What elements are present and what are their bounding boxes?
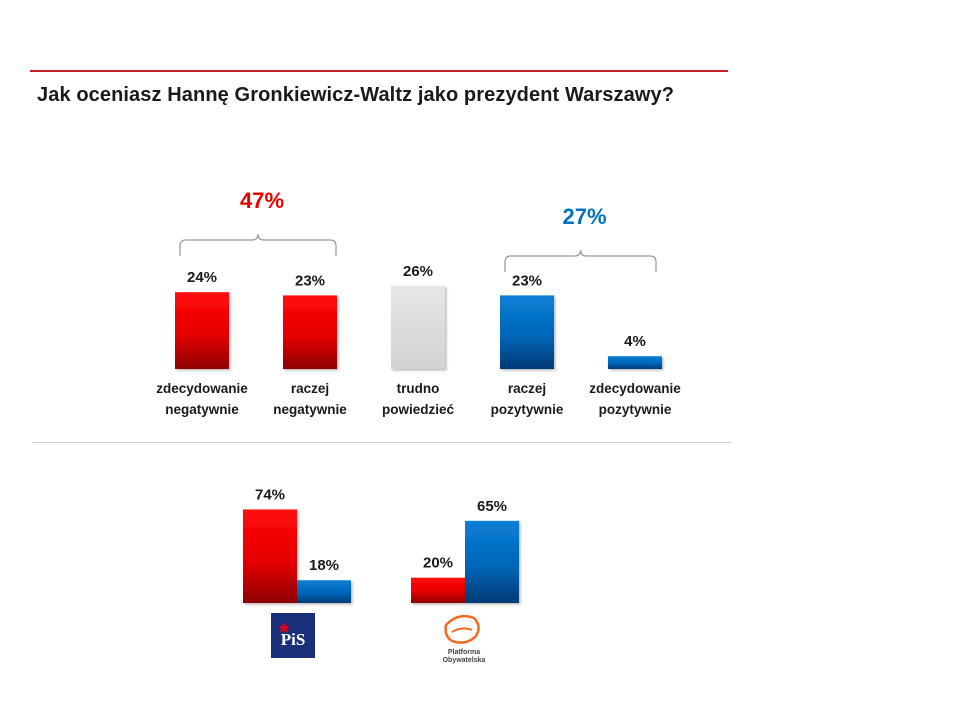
group-total-label: 47% <box>240 188 284 213</box>
category-label: raczej <box>291 381 329 396</box>
section-divider <box>32 442 731 443</box>
top-rule <box>30 70 728 72</box>
category-label: powiedzieć <box>382 402 455 417</box>
po-logo-text: Platforma <box>448 649 480 656</box>
bar-1 <box>283 295 337 369</box>
party-bar-value-label: 20% <box>423 555 453 572</box>
category-label: negatywnie <box>165 402 239 417</box>
party-bar-value-label: 18% <box>309 557 339 574</box>
po-logo <box>444 614 480 644</box>
category-label: pozytywnie <box>599 402 672 417</box>
bar-value-label: 23% <box>295 272 325 289</box>
category-label: negatywnie <box>273 402 347 417</box>
po-logo-text: Obywatelska <box>443 657 486 664</box>
party-bar-value-label: 65% <box>477 498 507 515</box>
pis-logo-text: PiS <box>281 630 306 649</box>
party-bar-1-0 <box>411 577 465 603</box>
party-bar-value-label: 74% <box>255 486 285 503</box>
category-label: raczej <box>508 381 546 396</box>
category-label: zdecydowanie <box>589 381 681 396</box>
bar-value-label: 23% <box>512 272 542 289</box>
category-label: trudno <box>397 381 440 396</box>
bar-2 <box>391 285 445 369</box>
group-bracket <box>504 249 657 272</box>
po-logo-swoosh <box>451 627 473 633</box>
pis-logo-eagle <box>278 622 290 633</box>
bar-4 <box>608 356 662 369</box>
bar-value-label: 24% <box>187 269 217 286</box>
bar-value-label: 4% <box>624 333 646 350</box>
category-label: zdecydowanie <box>156 381 248 396</box>
group-bracket <box>179 233 337 256</box>
group-total-label: 27% <box>562 204 606 229</box>
category-label: pozytywnie <box>491 402 564 417</box>
party-bar-0-0 <box>243 509 297 603</box>
party-bar-0-1 <box>297 580 351 603</box>
bar-3 <box>500 295 554 369</box>
party-bar-1-1 <box>465 520 519 603</box>
chart-title: Jak oceniasz Hannę Gronkiewicz-Waltz jak… <box>37 84 675 106</box>
pis-logo <box>271 613 315 658</box>
bar-value-label: 26% <box>403 263 433 280</box>
bar-0 <box>175 292 229 369</box>
